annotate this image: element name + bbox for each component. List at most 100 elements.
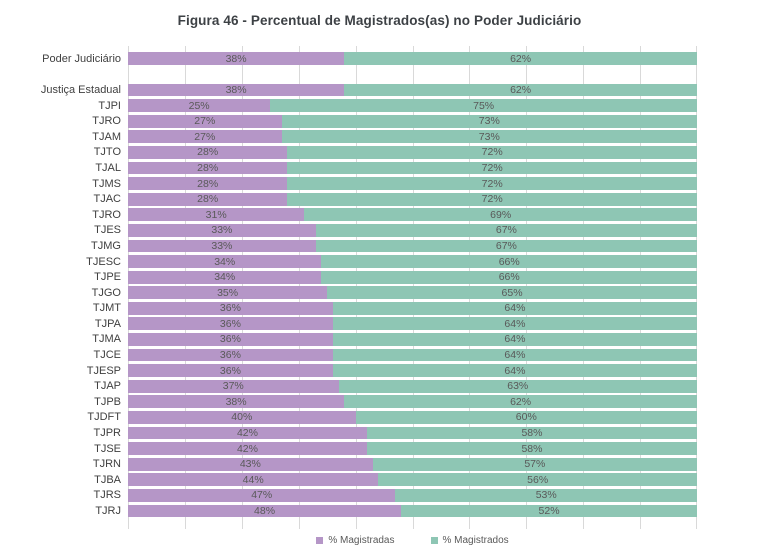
table-row: TJAL 28% 72%	[0, 160, 759, 176]
table-row: TJAP 37% 63%	[0, 378, 759, 394]
segment-magistradas: 34%	[128, 255, 322, 268]
segment-magistrados: 67%	[315, 239, 697, 253]
segment-magistrados: 62%	[344, 83, 697, 97]
table-row: TJSE 42% 58%	[0, 441, 759, 457]
category-label: TJTO	[93, 146, 121, 159]
segment-magistradas: 44%	[128, 473, 379, 487]
table-row: TJRJ 48% 52%	[0, 503, 759, 519]
bar-track: 35% 65%	[128, 286, 697, 300]
segment-magistrados: 66%	[321, 255, 697, 268]
bar-track: 28% 72%	[128, 145, 697, 159]
table-row: Poder Judiciário 38% 62%	[0, 51, 759, 67]
segment-magistradas: 31%	[128, 208, 305, 222]
category-label: Poder Judiciário	[42, 52, 121, 65]
legend-item-magistrados: % Magistrados	[430, 535, 509, 546]
segment-magistrados: 72%	[287, 192, 697, 206]
segment-magistradas: 36%	[128, 333, 333, 346]
bar-track: 42% 58%	[128, 442, 697, 456]
segment-magistrados: 72%	[287, 145, 697, 159]
segment-magistradas: 42%	[128, 442, 367, 456]
segment-magistradas: 40%	[128, 411, 356, 424]
bar-track: 33% 67%	[128, 223, 697, 237]
bar-track: 34% 66%	[128, 255, 697, 268]
table-row: TJPR 42% 58%	[0, 425, 759, 441]
category-label: TJGO	[91, 286, 121, 299]
bar-track: 48% 52%	[128, 504, 697, 518]
segment-magistradas: 36%	[128, 317, 333, 331]
table-row: TJRS 47% 53%	[0, 488, 759, 504]
magistradas-swatch-icon	[316, 537, 324, 544]
category-label: TJPR	[93, 427, 122, 440]
segment-magistrados: 64%	[332, 301, 697, 315]
segment-magistradas: 28%	[128, 177, 288, 190]
category-label: TJRS	[93, 489, 122, 502]
category-label: TJRJ	[95, 505, 121, 518]
segment-magistrados: 64%	[332, 333, 697, 346]
segment-magistrados: 67%	[315, 223, 697, 237]
segment-magistrados: 58%	[366, 426, 697, 440]
category-label: TJESC	[86, 255, 121, 268]
segment-magistrados: 57%	[372, 457, 697, 471]
table-row: TJMG 33% 67%	[0, 238, 759, 254]
segment-magistradas: 28%	[128, 145, 288, 159]
table-row	[0, 67, 759, 83]
bar-track: 36% 64%	[128, 317, 697, 331]
magistrados-swatch-icon	[430, 537, 438, 544]
category-label: TJCE	[93, 349, 122, 362]
segment-magistrados: 63%	[338, 379, 697, 393]
category-label: TJMS	[92, 177, 121, 190]
segment-magistradas: 43%	[128, 457, 373, 471]
segment-magistrados: 64%	[332, 348, 697, 362]
category-label: TJMG	[91, 239, 121, 252]
bar-track: 42% 58%	[128, 426, 697, 440]
category-label: TJMT	[92, 302, 121, 315]
table-row: TJESP 36% 64%	[0, 363, 759, 379]
table-row: TJDFT 40% 60%	[0, 410, 759, 426]
category-label: TJBA	[94, 473, 121, 486]
segment-magistrados: 65%	[327, 286, 697, 300]
segment-magistrados: 64%	[332, 317, 697, 331]
table-row: TJAM 27% 73%	[0, 129, 759, 145]
segment-magistradas: 36%	[128, 301, 333, 315]
segment-magistradas: 36%	[128, 364, 333, 378]
segment-magistrados: 56%	[378, 473, 697, 487]
bar-track	[128, 68, 697, 81]
table-row: TJGO 35% 65%	[0, 285, 759, 301]
category-label: TJDFT	[87, 411, 121, 424]
category-label: TJRO	[92, 208, 121, 221]
table-row: Justiça Estadual 38% 62%	[0, 82, 759, 98]
bar-track: 36% 64%	[128, 364, 697, 378]
bar-track: 28% 72%	[128, 177, 697, 190]
table-row: TJBA 44% 56%	[0, 472, 759, 488]
table-row: TJCE 36% 64%	[0, 347, 759, 363]
bar-track: 36% 64%	[128, 348, 697, 362]
segment-magistradas: 27%	[128, 130, 282, 144]
segment-magistrados: 69%	[304, 208, 697, 222]
bar-track: 27% 73%	[128, 114, 697, 128]
segment-magistrados: 72%	[287, 161, 697, 175]
segment-magistrados: 53%	[395, 489, 697, 502]
segment-magistradas: 35%	[128, 286, 328, 300]
bar-track: 25% 75%	[128, 99, 697, 112]
segment-magistradas: 34%	[128, 270, 322, 284]
legend-label-magistrados: % Magistrados	[442, 535, 509, 546]
category-label: TJRN	[92, 458, 121, 471]
table-row: TJPE 34% 66%	[0, 269, 759, 285]
bar-track: 47% 53%	[128, 489, 697, 502]
segment-magistradas: 38%	[128, 83, 345, 97]
table-row: TJRO 27% 73%	[0, 113, 759, 129]
table-row: TJAC 28% 72%	[0, 191, 759, 207]
legend-item-magistradas: % Magistradas	[316, 535, 395, 546]
table-row: TJPB 38% 62%	[0, 394, 759, 410]
bar-track: 37% 63%	[128, 379, 697, 393]
segment-magistradas: 28%	[128, 192, 288, 206]
bar-track: 34% 66%	[128, 270, 697, 284]
bar-track: 38% 62%	[128, 395, 697, 409]
segment-magistrados: 73%	[281, 130, 697, 144]
segment-magistradas: 33%	[128, 239, 316, 253]
segment-magistrados: 60%	[355, 411, 697, 424]
bar-track: 44% 56%	[128, 473, 697, 487]
segment-magistradas: 25%	[128, 99, 271, 112]
segment-magistrados: 52%	[401, 504, 697, 518]
